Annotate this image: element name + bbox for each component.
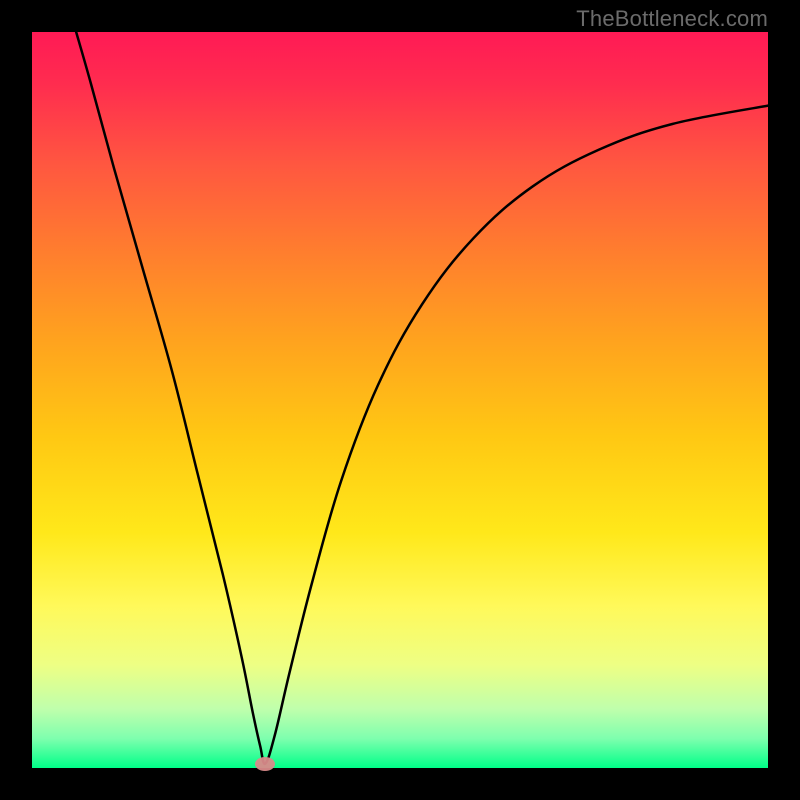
- chart-frame: TheBottleneck.com: [0, 0, 800, 800]
- bottleneck-curve: [0, 0, 800, 800]
- optimum-marker: [255, 757, 275, 771]
- watermark-text: TheBottleneck.com: [576, 6, 768, 32]
